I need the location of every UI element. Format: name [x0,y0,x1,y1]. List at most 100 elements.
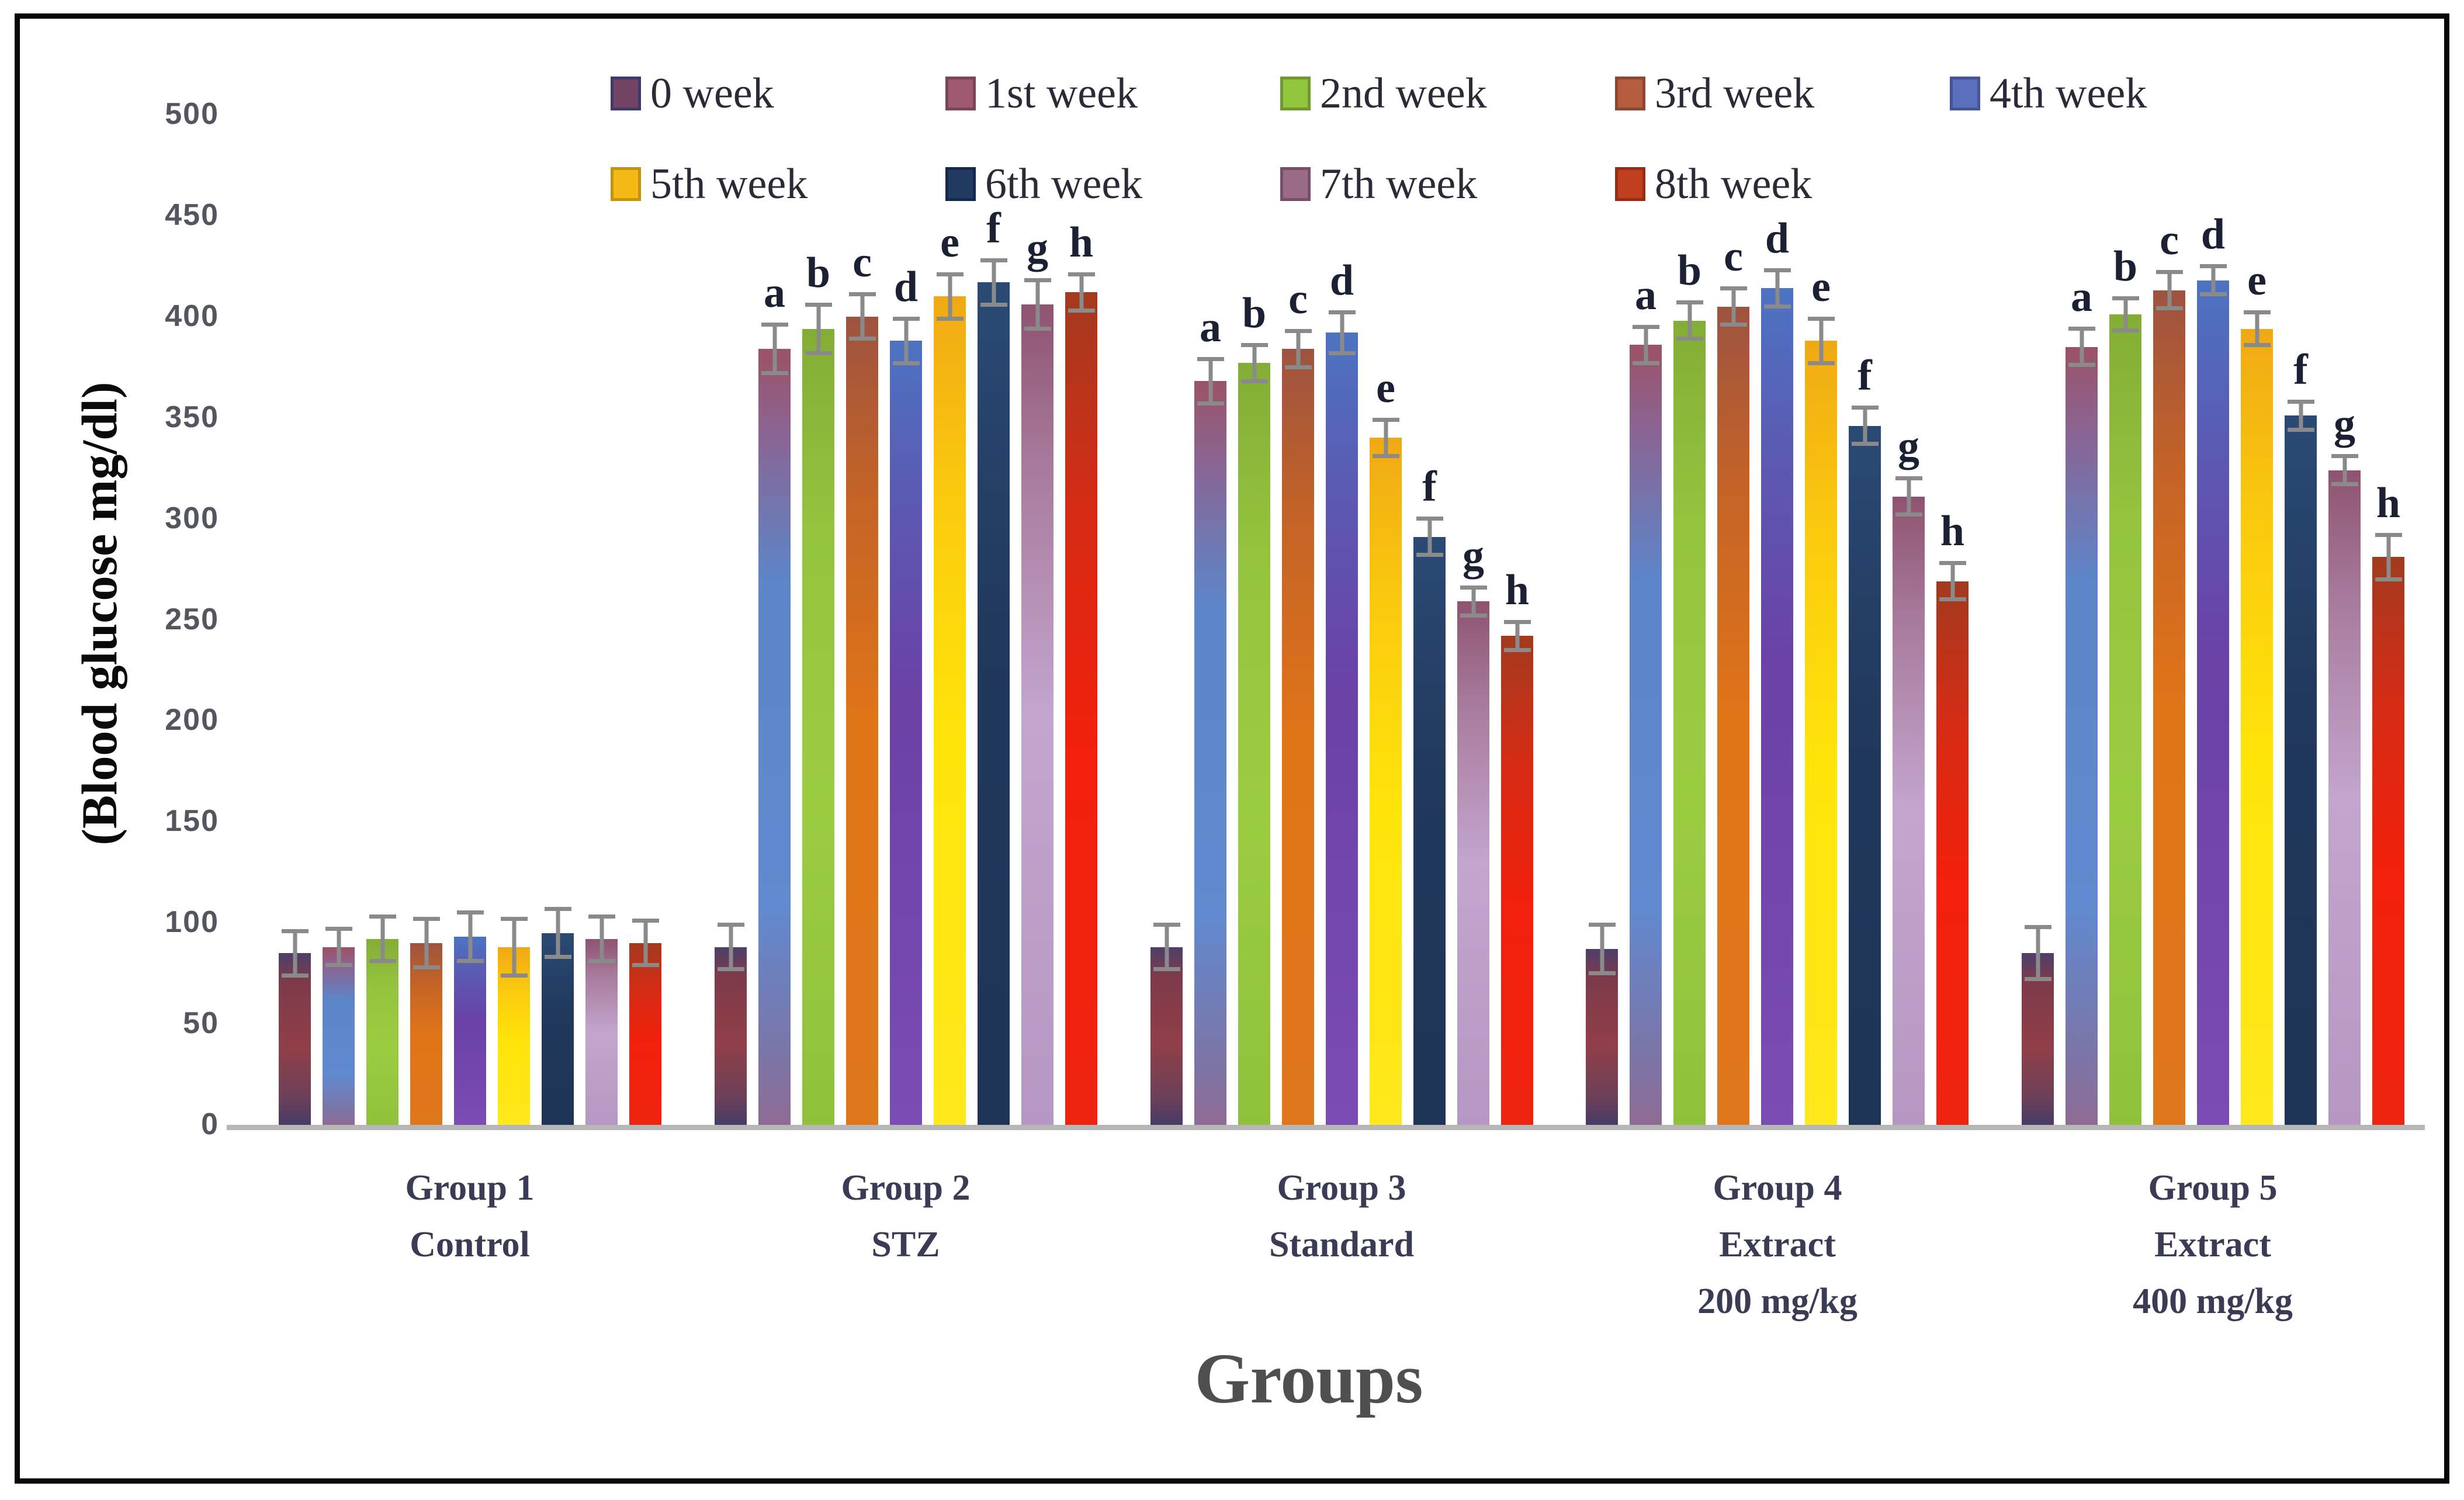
bar-group1-6th-week [542,933,574,1125]
group-label-line: Group 5 [2148,1168,2278,1208]
error-bar [761,323,788,376]
significance-letter-c: c [2160,216,2179,265]
significance-letter-a: a [764,269,785,317]
legend-swatch-icon [1280,77,1311,110]
bar-group2-5th-week [934,296,966,1125]
legend-item-3rd-week: 3rd week [1615,70,1814,117]
bar-group4-7th-week [1893,496,1925,1125]
bar-group2-7th-week [1021,304,1053,1125]
significance-letter-b: b [2113,243,2138,291]
error-bar [1807,316,1835,365]
bar-group2-0-week [715,947,747,1125]
legend-item-2nd-week: 2nd week [1280,70,1487,117]
bar-group5-8th-week [2372,557,2404,1125]
error-bar [1588,923,1616,976]
error-bar [892,316,920,365]
group-label-line: Group 4 [1713,1168,1842,1208]
bar-group5-0-week [2022,953,2054,1125]
bar-group2-6th-week [978,282,1010,1125]
group-label-line: Group 1 [405,1168,535,1208]
bar-group3-7th-week [1457,601,1489,1125]
error-bar [1284,328,1312,369]
group-label-line: Group 2 [841,1168,971,1208]
legend-swatch-icon [1950,77,1980,110]
bar-group5-7th-week [2328,470,2361,1125]
error-bar [1068,272,1095,313]
error-bar [325,927,352,968]
group-label-1: Group 1 Control [277,1160,663,1273]
bar-group4-1st-week [1630,345,1662,1125]
group-label-2: Group 2 STZ [713,1160,1098,1273]
error-bar [413,916,440,969]
error-bar [281,929,309,978]
legend-label: 1st week [985,69,1138,117]
error-bar [1197,356,1224,406]
significance-letter-h: h [1940,507,1965,556]
group-label-line: 400 mg/kg [2133,1281,2293,1321]
significance-letter-b: b [806,248,831,297]
legend-item-7th-week: 7th week [1280,160,1478,208]
bar-group-1 [279,114,661,1125]
error-bar [588,914,615,964]
group-label-line: Extract [1719,1225,1836,1265]
legend-label: 8th week [1655,160,1813,208]
error-bar [2068,327,2095,368]
bar-group4-8th-week [1936,581,1969,1125]
bar-group5-4th-week [2197,280,2229,1125]
legend-label: 0 week [650,69,774,117]
error-bar [2155,270,2183,311]
significance-letter-a: a [2071,273,2092,321]
legend-label: 6th week [985,160,1143,208]
error-bar [1895,476,1922,517]
significance-letter-c: c [1288,275,1308,323]
bar-group4-0-week [1586,949,1618,1125]
significance-letter-a: a [1635,271,1656,319]
error-bar [980,258,1007,307]
significance-letter-a: a [1200,303,1221,351]
bar-group2-8th-week [1065,292,1097,1125]
error-bar [456,910,484,964]
bar-group1-7th-week [585,938,618,1125]
significance-letter-b: b [1677,247,1702,295]
bar-group3-0-week [1150,947,1183,1125]
bar-group2-3rd-week [846,316,878,1125]
bar-group5-6th-week [2285,415,2317,1125]
bar-group1-1st-week [323,947,355,1125]
error-bar [632,919,659,968]
significance-letter-g: g [1463,531,1484,580]
significance-letter-f: f [1857,351,1872,400]
y-tick-400: 400 [165,299,219,333]
y-tick-350: 350 [165,400,219,434]
legend-swatch-icon [1615,167,1645,201]
significance-letter-h: h [1505,566,1530,614]
error-bar [544,906,571,959]
error-bar [1240,342,1268,383]
legend-item-6th-week: 6th week [945,160,1143,208]
error-bar [1939,561,1966,602]
bar-group5-3rd-week [2153,290,2185,1125]
significance-letter-g: g [2334,400,2355,448]
legend-label: 7th week [1320,160,1478,208]
error-bar [1372,417,1399,458]
bar-group3-4th-week [1326,332,1358,1125]
significance-letter-d: d [2200,210,2226,258]
legend-item-0-week: 0 week [611,70,774,117]
significance-letter-f: f [2293,345,2308,394]
x-axis-title: Groups [1194,1339,1423,1418]
bar-group3-1st-week [1194,381,1226,1125]
group-label-5: Group 5 Extract 400 mg/kg [2020,1160,2406,1330]
y-tick-450: 450 [165,198,219,232]
significance-letter-c: c [1724,232,1743,280]
bar-group4-3rd-week [1717,306,1749,1125]
significance-letter-b: b [1242,289,1267,337]
y-tick-0: 0 [201,1107,219,1141]
significance-letter-g: g [1898,422,1919,470]
legend-item-8th-week: 8th week [1615,160,1813,208]
y-tick-250: 250 [165,602,219,636]
significance-letter-d: d [1329,257,1354,305]
significance-letter-h: h [2376,479,2401,527]
